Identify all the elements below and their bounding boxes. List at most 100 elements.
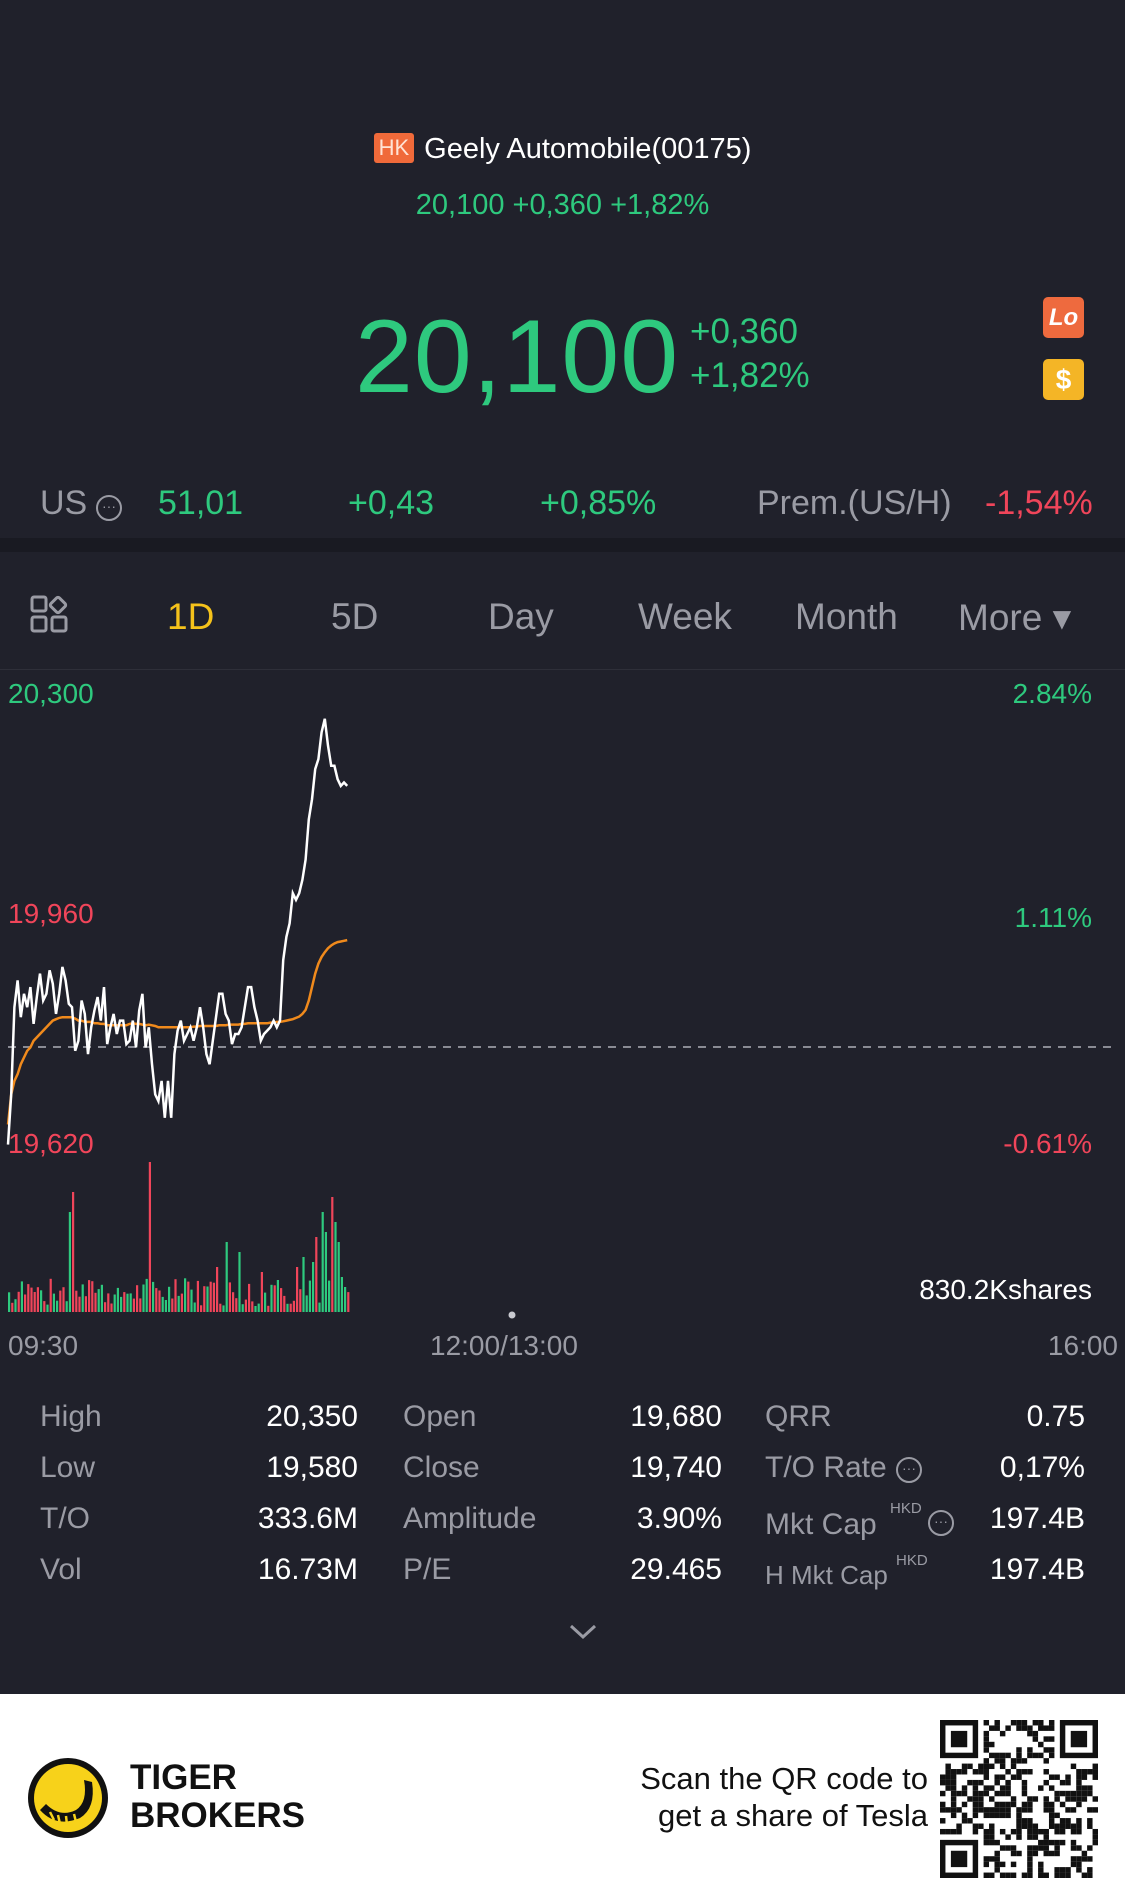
tiger-brokers-logo-icon	[28, 1758, 108, 1838]
volume-bar	[174, 1279, 177, 1312]
stat-value: 197.4B	[989, 1553, 1085, 1586]
chart-canvas[interactable]	[0, 672, 1125, 1352]
more-info-icon[interactable]: ···	[96, 495, 122, 521]
stock-name: Geely Automobile(00175)	[424, 133, 752, 165]
x-label-open: 09:30	[8, 1330, 79, 1361]
y-label-high: 20,300	[8, 678, 94, 709]
to-rate-info-icon[interactable]: ···	[896, 1457, 922, 1483]
volume-bar	[113, 1294, 116, 1312]
volume-bar	[107, 1293, 110, 1312]
price-change-pct: +1,82%	[690, 356, 810, 395]
volume-bar	[219, 1303, 222, 1312]
stat-label: H Mkt Cap	[765, 1560, 888, 1590]
stat-value: 3.90%	[636, 1502, 722, 1535]
mkt-cap-info-icon[interactable]: ···	[928, 1510, 954, 1536]
tab-week[interactable]: Week	[638, 596, 732, 637]
volume-bar	[305, 1295, 308, 1312]
volume-bar	[324, 1232, 327, 1312]
intraday-chart[interactable]: 20,300 19,960 19,620 2.84% 1.11% -0.61% …	[0, 672, 1125, 1361]
volume-bar	[321, 1212, 324, 1312]
stat-label: Close	[403, 1451, 480, 1484]
pct-label-low: -0.61%	[1003, 1128, 1092, 1159]
stat-label: Mkt Cap	[765, 1508, 877, 1541]
tab-more[interactable]: More ▾	[958, 597, 1072, 638]
volume-bar	[212, 1282, 215, 1312]
volume-bar	[14, 1299, 17, 1312]
volume-bar	[136, 1285, 139, 1312]
volume-bar	[241, 1304, 244, 1312]
volume-bar	[171, 1298, 174, 1312]
volume-bar	[225, 1242, 228, 1312]
volume-bar	[129, 1293, 132, 1312]
currency-tag: HKD	[890, 1500, 922, 1517]
volume-bar	[206, 1286, 209, 1312]
stat-value: 197.4B	[989, 1502, 1085, 1535]
x-label-midday: 12:00/13:00	[430, 1330, 578, 1361]
volume-bar	[340, 1277, 343, 1312]
volume-bar	[43, 1301, 46, 1312]
volume-bar	[110, 1303, 113, 1312]
volume-bar	[81, 1284, 84, 1312]
volume-bar	[334, 1222, 337, 1312]
volume-bar	[46, 1304, 49, 1312]
lo-badge-icon[interactable]: Lo	[1043, 297, 1084, 338]
volume-bar	[270, 1284, 273, 1312]
volume-bar	[100, 1284, 103, 1312]
volume-bar	[40, 1290, 43, 1312]
volume-bar	[216, 1267, 219, 1312]
volume-bar	[289, 1303, 292, 1312]
tab-day[interactable]: Day	[488, 596, 554, 637]
premium-label: Prem.(US/H)	[757, 484, 952, 522]
volume-bar	[283, 1295, 286, 1312]
volume-bar	[286, 1303, 289, 1312]
volume-bar	[97, 1289, 100, 1312]
us-label: US	[40, 484, 88, 522]
chevron-down-icon[interactable]	[568, 1622, 598, 1642]
volume-bar	[33, 1292, 36, 1312]
volume-bar	[299, 1289, 302, 1312]
stat-label: T/O Rate	[765, 1451, 887, 1484]
stat-value: 19,740	[630, 1451, 722, 1484]
stat-label: T/O	[40, 1502, 90, 1535]
midday-marker	[508, 1311, 516, 1319]
volume-bar	[292, 1300, 295, 1312]
volume-bar	[276, 1280, 279, 1312]
volume-bar	[344, 1287, 347, 1312]
volume-bar	[62, 1287, 65, 1312]
volume-bar	[273, 1285, 276, 1312]
volume-bar	[187, 1281, 190, 1312]
layout-grid-icon[interactable]	[30, 595, 70, 635]
volume-bar	[91, 1281, 94, 1312]
volume-bar	[94, 1292, 97, 1312]
volume-bar	[8, 1292, 11, 1312]
volume-bar	[254, 1306, 257, 1312]
stat-value: 16.73M	[257, 1553, 358, 1586]
us-listing-row[interactable]: US ··· 51,01 +0,43 +0,85% Prem.(US/H) -1…	[0, 478, 1125, 528]
volume-bar	[180, 1293, 183, 1312]
stat-value: 20,350	[266, 1400, 358, 1433]
volume-bar	[248, 1283, 251, 1312]
scan-promo-text: Scan the QR code to get a share of Tesla	[640, 1761, 928, 1833]
stat-value: 19,680	[630, 1400, 722, 1433]
volume-bar	[120, 1296, 123, 1312]
volume-bar	[84, 1296, 87, 1312]
volume-bar	[72, 1192, 75, 1312]
tab-month[interactable]: Month	[795, 596, 898, 637]
volume-bar	[36, 1287, 39, 1312]
volume-bar	[196, 1280, 199, 1312]
qr-code-icon[interactable]	[940, 1720, 1098, 1878]
volume-bar	[302, 1257, 305, 1312]
volume-bar	[139, 1298, 142, 1312]
volume-bar	[68, 1212, 71, 1312]
stat-label: High	[40, 1400, 102, 1433]
volume-bar	[11, 1302, 14, 1312]
dollar-badge-icon[interactable]: $	[1043, 359, 1084, 400]
volume-bar	[264, 1292, 267, 1312]
stat-value: 0.75	[1026, 1400, 1085, 1433]
chart-period-tabs: 1D 5D Day Week Month More ▾	[0, 552, 1125, 670]
volume-bar	[257, 1303, 260, 1312]
tab-5d[interactable]: 5D	[331, 596, 379, 637]
volume-bar	[123, 1292, 126, 1312]
tab-1d[interactable]: 1D	[167, 596, 215, 637]
volume-bar	[190, 1289, 193, 1312]
